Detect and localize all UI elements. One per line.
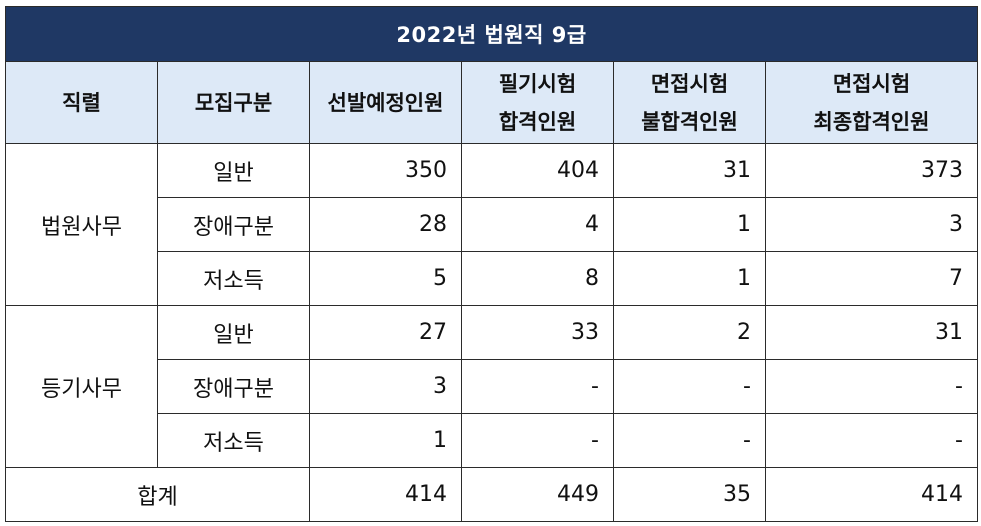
category-cell: 일반 bbox=[157, 305, 310, 360]
final-pass-cell: 31 bbox=[765, 305, 978, 360]
written-pass-cell: 4 bbox=[461, 197, 614, 252]
header-row: 직렬 모집구분 선발예정인원 필기시험 합격인원 면접시험 불합격인원 면접시험 최종… bbox=[5, 61, 978, 144]
written-pass-cell: 8 bbox=[461, 251, 614, 306]
header-final-pass: 면접시험 최종합격인원 bbox=[765, 61, 978, 144]
total-interview-fail-cell: 35 bbox=[613, 467, 766, 522]
category-cell: 장애구분 bbox=[157, 197, 310, 252]
planned-cell: 3 bbox=[309, 359, 462, 414]
header-recruit-type: 모집구분 bbox=[157, 61, 310, 144]
interview-fail-cell: 2 bbox=[613, 305, 766, 360]
table-row: 등기사무 일반 27 33 2 31 bbox=[5, 305, 978, 468]
final-pass-cell: - bbox=[765, 359, 978, 414]
total-label: 합계 bbox=[5, 467, 310, 522]
header-planned: 선발예정인원 bbox=[309, 61, 462, 144]
total-final-pass-cell: 414 bbox=[765, 467, 978, 522]
total-row: 합계 414 449 35 414 bbox=[5, 467, 978, 522]
title-row: 2022년 법원직 9급 bbox=[5, 6, 978, 62]
header-interview-fail: 면접시험 불합격인원 bbox=[613, 61, 766, 144]
total-written-pass-cell: 449 bbox=[461, 467, 614, 522]
written-pass-cell: 404 bbox=[461, 143, 614, 198]
group-label: 등기사무 bbox=[5, 305, 158, 468]
interview-fail-cell: 1 bbox=[613, 251, 766, 306]
planned-cell: 350 bbox=[309, 143, 462, 198]
interview-fail-cell: 1 bbox=[613, 197, 766, 252]
category-cell: 저소득 bbox=[157, 413, 310, 468]
planned-cell: 1 bbox=[309, 413, 462, 468]
table-row: 법원사무 일반 350 404 31 373 bbox=[5, 143, 978, 306]
category-cell: 장애구분 bbox=[157, 359, 310, 414]
table-row: 장애구분 28 4 1 3 bbox=[6, 197, 978, 252]
final-pass-cell: 7 bbox=[765, 251, 978, 306]
planned-cell: 5 bbox=[309, 251, 462, 306]
table-row: 저소득 5 8 1 7 bbox=[6, 251, 978, 306]
total-planned-cell: 414 bbox=[309, 467, 462, 522]
recruitment-table: 2022년 법원직 9급 직렬 모집구분 선발예정인원 필기시험 합격인원 면접시… bbox=[5, 6, 978, 522]
category-cell: 일반 bbox=[157, 143, 310, 198]
interview-fail-cell: - bbox=[613, 359, 766, 414]
planned-cell: 28 bbox=[309, 197, 462, 252]
header-series: 직렬 bbox=[5, 61, 158, 144]
interview-fail-cell: 31 bbox=[613, 143, 766, 198]
final-pass-cell: 373 bbox=[765, 143, 978, 198]
planned-cell: 27 bbox=[309, 305, 462, 360]
final-pass-cell: 3 bbox=[765, 197, 978, 252]
written-pass-cell: 33 bbox=[461, 305, 614, 360]
table-row: 저소득 1 - - - bbox=[6, 413, 978, 468]
table-row: 장애구분 3 - - - bbox=[6, 359, 978, 414]
written-pass-cell: - bbox=[461, 359, 614, 414]
header-written-pass: 필기시험 합격인원 bbox=[461, 61, 614, 144]
group-label: 법원사무 bbox=[5, 143, 158, 306]
final-pass-cell: - bbox=[765, 413, 978, 468]
table-title: 2022년 법원직 9급 bbox=[5, 6, 978, 62]
interview-fail-cell: - bbox=[613, 413, 766, 468]
recruitment-table-container: 2022년 법원직 9급 직렬 모집구분 선발예정인원 필기시험 합격인원 면접시… bbox=[5, 6, 978, 522]
written-pass-cell: - bbox=[461, 413, 614, 468]
category-cell: 저소득 bbox=[157, 251, 310, 306]
